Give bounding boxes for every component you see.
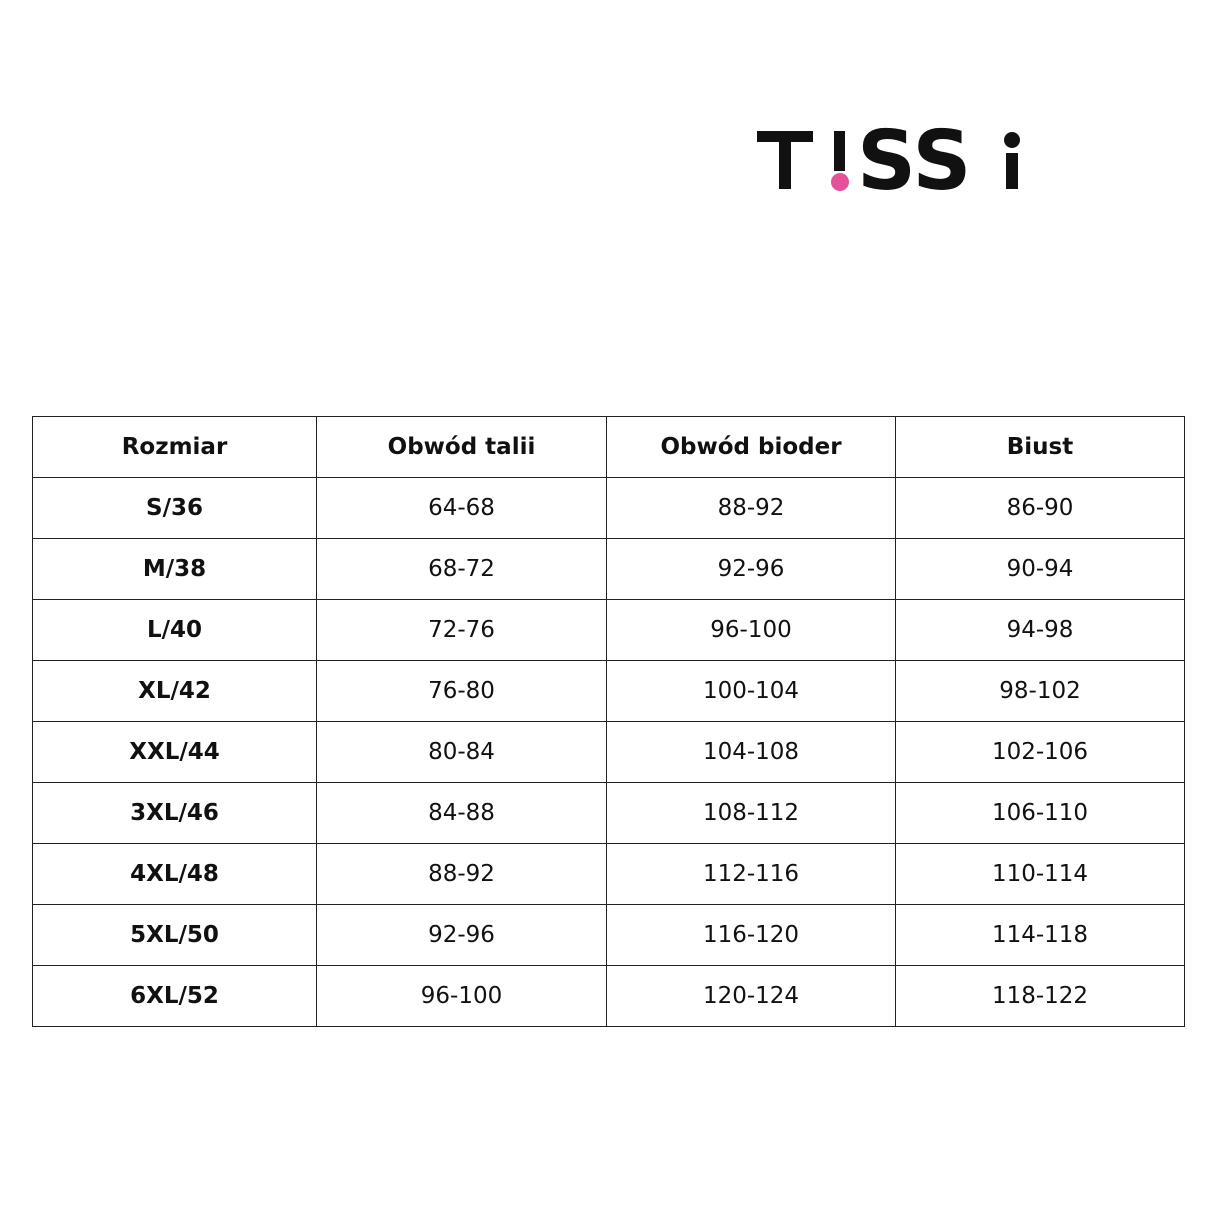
cell-waist: 80-84 xyxy=(316,721,607,783)
cell-bust: 114-118 xyxy=(895,904,1185,966)
cell-bust: 86-90 xyxy=(895,477,1185,539)
cell-waist: 84-88 xyxy=(316,782,607,844)
cell-bust: 118-122 xyxy=(895,965,1185,1027)
cell-size: L/40 xyxy=(32,599,317,661)
cell-waist: 88-92 xyxy=(316,843,607,905)
cell-waist: 64-68 xyxy=(316,477,607,539)
cell-size: 3XL/46 xyxy=(32,782,317,844)
table-row: XL/42 76-80 100-104 98-102 xyxy=(32,660,1185,722)
cell-hips: 88-92 xyxy=(606,477,896,539)
header-hips: Obwód bioder xyxy=(606,416,896,478)
tissi-logo: SS xyxy=(757,118,1020,203)
cell-hips: 116-120 xyxy=(606,904,896,966)
svg-text:SS: SS xyxy=(857,118,971,203)
cell-size: M/38 xyxy=(32,538,317,600)
table-header-row: Rozmiar Obwód talii Obwód bioder Biust xyxy=(32,416,1185,478)
cell-bust: 98-102 xyxy=(895,660,1185,722)
cell-waist: 76-80 xyxy=(316,660,607,722)
cell-waist: 72-76 xyxy=(316,599,607,661)
table-row: S/36 64-68 88-92 86-90 xyxy=(32,477,1185,539)
cell-bust: 102-106 xyxy=(895,721,1185,783)
table-row: 3XL/46 84-88 108-112 106-110 xyxy=(32,782,1185,844)
cell-size: XXL/44 xyxy=(32,721,317,783)
cell-hips: 120-124 xyxy=(606,965,896,1027)
cell-hips: 104-108 xyxy=(606,721,896,783)
cell-size: XL/42 xyxy=(32,660,317,722)
header-bust: Biust xyxy=(895,416,1185,478)
cell-waist: 96-100 xyxy=(316,965,607,1027)
cell-bust: 94-98 xyxy=(895,599,1185,661)
header-waist: Obwód talii xyxy=(316,416,607,478)
cell-hips: 96-100 xyxy=(606,599,896,661)
table-row: 6XL/52 96-100 120-124 118-122 xyxy=(32,965,1185,1027)
cell-size: S/36 xyxy=(32,477,317,539)
cell-size: 4XL/48 xyxy=(32,843,317,905)
table-row: L/40 72-76 96-100 94-98 xyxy=(32,599,1185,661)
cell-hips: 112-116 xyxy=(606,843,896,905)
size-chart-table: Rozmiar Obwód talii Obwód bioder Biust S… xyxy=(32,416,1185,1027)
cell-waist: 92-96 xyxy=(316,904,607,966)
cell-waist: 68-72 xyxy=(316,538,607,600)
cell-hips: 108-112 xyxy=(606,782,896,844)
table-row: M/38 68-72 92-96 90-94 xyxy=(32,538,1185,600)
header-size: Rozmiar xyxy=(32,416,317,478)
table-row: XXL/44 80-84 104-108 102-106 xyxy=(32,721,1185,783)
cell-size: 5XL/50 xyxy=(32,904,317,966)
cell-hips: 100-104 xyxy=(606,660,896,722)
table-row: 4XL/48 88-92 112-116 110-114 xyxy=(32,843,1185,905)
table-row: 5XL/50 92-96 116-120 114-118 xyxy=(32,904,1185,966)
cell-bust: 106-110 xyxy=(895,782,1185,844)
cell-bust: 90-94 xyxy=(895,538,1185,600)
cell-bust: 110-114 xyxy=(895,843,1185,905)
cell-hips: 92-96 xyxy=(606,538,896,600)
cell-size: 6XL/52 xyxy=(32,965,317,1027)
